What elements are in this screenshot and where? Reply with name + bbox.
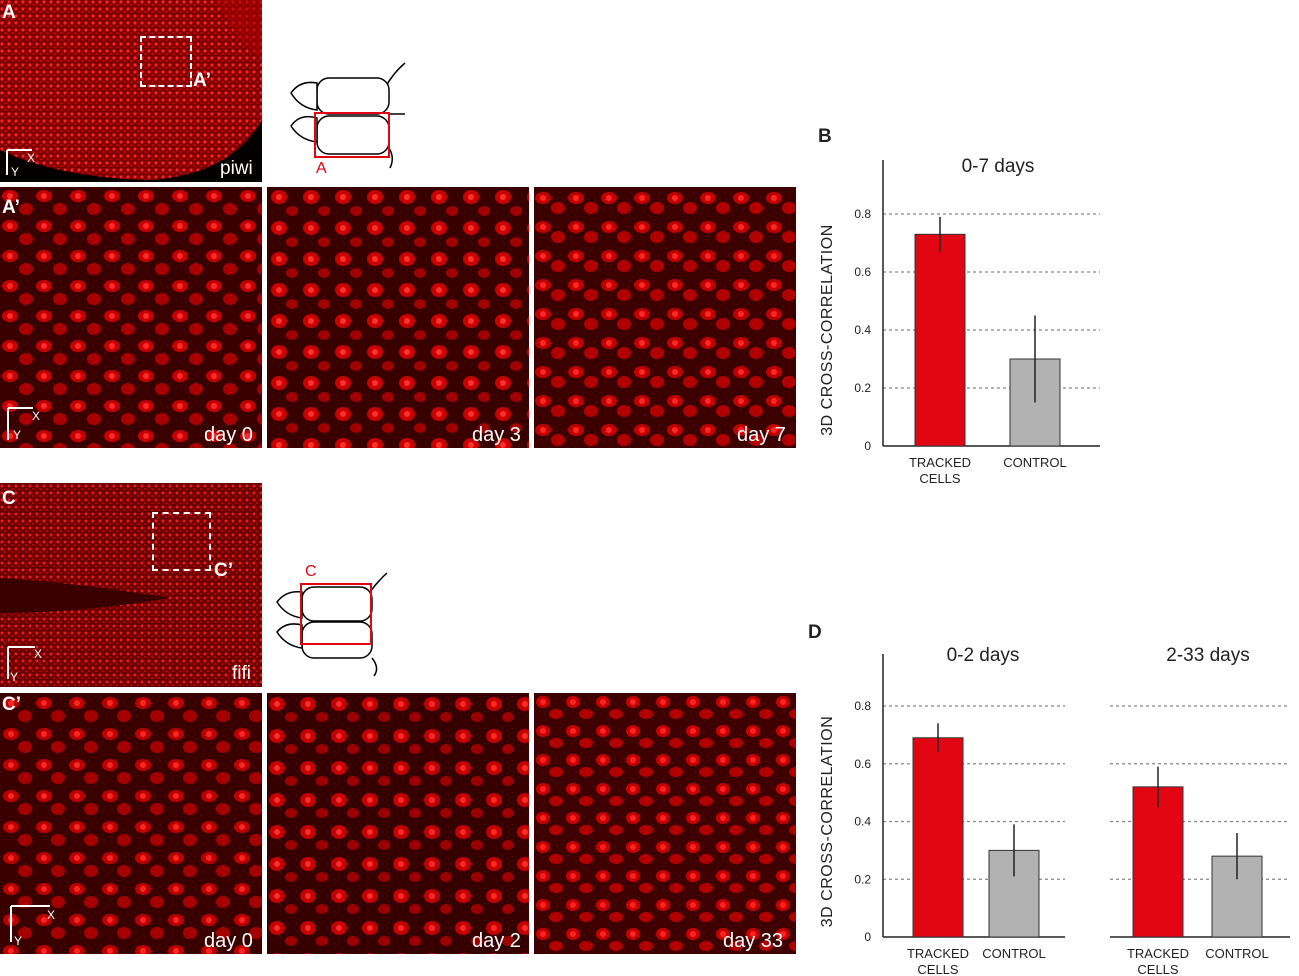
chart-panel-d-0-2-days: 0-2 days 0 0.2 0.4 0.6 0.8 3D CROSS-CORRELATIO… xyxy=(819,645,1065,976)
y-axis-label: 3D CROSS-CORRELATION xyxy=(819,224,836,436)
timepoint-label: day 7 xyxy=(737,424,786,446)
panel-c-prime-day2-image xyxy=(267,693,529,954)
panel-c-schematic-label: C xyxy=(305,563,317,580)
y-tick-label: 0.6 xyxy=(854,757,871,771)
x-category-label: CELLS xyxy=(919,471,961,486)
panel-a-prime-axis-y: Y xyxy=(13,428,22,442)
panel-c-prime-axis-icon xyxy=(10,905,50,942)
x-category-label: CONTROL xyxy=(1205,946,1269,961)
x-category-label: CONTROL xyxy=(982,946,1046,961)
y-tick-label: 0.2 xyxy=(854,381,871,395)
panel-a-prime-axis-x: X xyxy=(32,409,41,423)
fifi-stain-image xyxy=(0,483,262,687)
panel-c-subregion-label: C’ xyxy=(214,560,233,581)
piwi-stain-image xyxy=(0,0,262,182)
chart-title: 0-2 days xyxy=(947,645,1020,666)
timepoint-label: day 3 xyxy=(472,424,521,446)
x-category-label: CELLS xyxy=(1137,962,1179,976)
panel-c-prime-day0-image xyxy=(0,693,262,954)
panel-c-axis-y: Y xyxy=(10,670,19,684)
x-category-label: CONTROL xyxy=(1003,455,1067,470)
panel-c-stain-label: fifi xyxy=(232,663,251,684)
panel-a-subregion-label: A’ xyxy=(193,70,211,91)
panel-c-zoom-box xyxy=(152,512,211,571)
chart-title: 0-7 days xyxy=(962,156,1035,177)
panel-c-schematic xyxy=(276,572,388,677)
panel-c-overview-image xyxy=(0,483,262,687)
panel-b-label: B xyxy=(818,126,832,147)
panel-a-schematic xyxy=(290,62,406,169)
y-tick-label: 0.4 xyxy=(854,323,871,337)
x-category-label: TRACKED xyxy=(907,946,969,961)
x-category-label: CELLS xyxy=(917,962,959,976)
y-tick-label: 0.8 xyxy=(854,699,871,713)
y-tick-label: 0 xyxy=(864,439,871,453)
panel-c-prime-axis-x: X xyxy=(47,908,56,922)
panel-a-schematic-label: A xyxy=(316,160,327,177)
panel-a-axis-y: Y xyxy=(11,165,20,179)
bar-tracked-cells xyxy=(1132,786,1184,938)
timepoint-label: day 0 xyxy=(204,424,253,446)
timepoint-label: day 2 xyxy=(472,930,521,952)
panel-c-axis-icon xyxy=(7,646,35,679)
x-category-label: TRACKED xyxy=(909,455,971,470)
panel-c-prime-axis-y: Y xyxy=(14,934,23,948)
chart-title: 2-33 days xyxy=(1166,645,1249,666)
panel-a-prime-day3-image xyxy=(267,187,529,448)
chart-panel-b: 0-7 days 0 0.2 0.4 0.6 0.8 3D CROSS-CORRELATIO… xyxy=(819,156,1100,486)
panel-c-axis-x: X xyxy=(34,647,43,661)
y-tick-label: 0.4 xyxy=(854,815,871,829)
panel-a-overview-image xyxy=(0,0,262,182)
panel-a-prime-label: A’ xyxy=(2,197,20,218)
panel-a-axis-x: X xyxy=(27,151,36,165)
panel-a-prime-day7-image xyxy=(534,187,796,448)
y-tick-label: 0.2 xyxy=(854,872,871,886)
panel-c-prime-day33-image xyxy=(534,693,796,954)
y-axis-label: 3D CROSS-CORRELATION xyxy=(819,716,836,928)
timepoint-label: day 0 xyxy=(204,930,253,952)
y-tick-label: 0.6 xyxy=(854,265,871,279)
y-tick-label: 0 xyxy=(864,930,871,944)
bar-tracked-cells xyxy=(914,233,966,447)
y-tick-label: 0.8 xyxy=(854,207,871,221)
panel-a-axis-icon xyxy=(6,149,32,175)
panel-d-label: D xyxy=(808,622,822,643)
panel-a-prime-day0-image xyxy=(0,187,262,448)
bar-tracked-cells xyxy=(912,737,964,938)
x-category-label: TRACKED xyxy=(1127,946,1189,961)
panel-a-zoom-box xyxy=(140,36,192,87)
timepoint-label: day 33 xyxy=(723,930,784,952)
panel-a-stain-label: piwi xyxy=(220,158,253,179)
panel-c-prime-label: C’ xyxy=(2,694,21,715)
panel-a-label: A xyxy=(2,2,16,23)
panel-a-prime-axis-icon xyxy=(7,407,33,440)
panel-c-label: C xyxy=(2,488,16,509)
